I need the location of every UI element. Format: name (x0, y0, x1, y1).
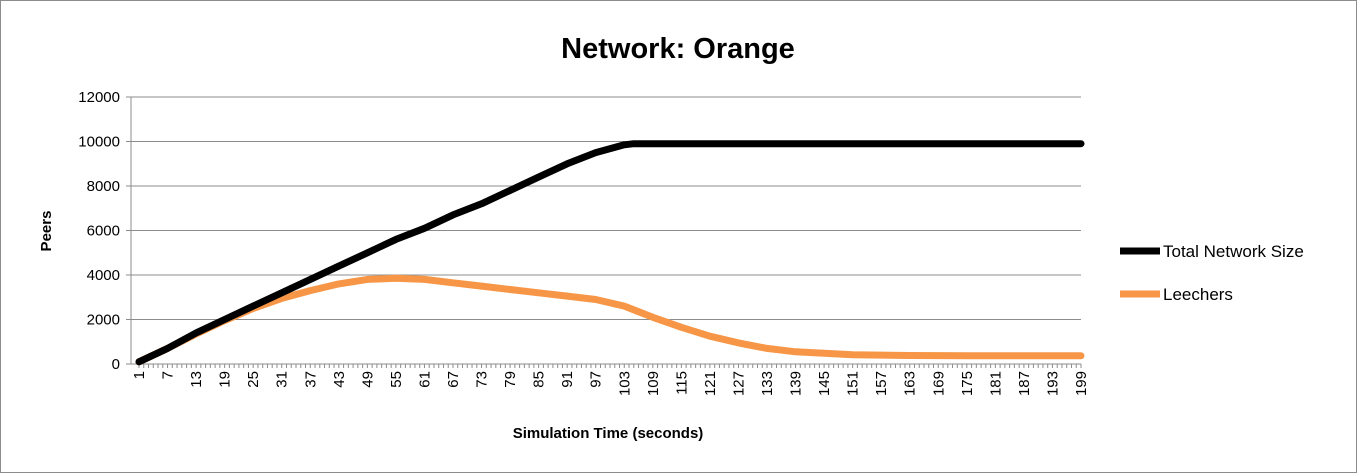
y-tick-label: 2000 (87, 312, 120, 329)
series-line-total-network-size (135, 140, 1085, 366)
x-tick-label: 157 (873, 371, 890, 396)
x-tick-label: 187 (1016, 371, 1033, 396)
y-tick-label: 12000 (78, 89, 120, 106)
x-tick-label: 79 (502, 371, 519, 388)
x-axis-label: Simulation Time (seconds) (513, 425, 704, 442)
x-tick-label: 55 (388, 371, 405, 388)
x-tick-label: 151 (845, 371, 862, 396)
x-tick-label: 73 (474, 371, 491, 388)
x-tick-label: 43 (331, 371, 348, 388)
gridlines (130, 96, 1081, 365)
x-tick-label: 145 (816, 371, 833, 396)
x-tick-label: 31 (274, 371, 291, 388)
x-tick-label: 115 (673, 371, 690, 395)
x-tick-label: 91 (559, 371, 576, 388)
x-tick-label: 199 (1073, 371, 1090, 396)
x-tick-label: 67 (445, 371, 462, 388)
x-tick-label: 85 (531, 371, 548, 388)
x-tick-label: 139 (788, 371, 805, 396)
x-tick-label: 61 (416, 371, 433, 388)
y-tick-label: 10000 (78, 134, 120, 151)
x-tick-label: 121 (702, 371, 719, 396)
x-tick-label: 1 (131, 371, 148, 379)
legend: Total Network Size Leechers (1120, 242, 1304, 304)
x-tick-label: 25 (245, 371, 262, 388)
y-tick-label: 0 (112, 356, 120, 373)
x-tick-label: 169 (930, 371, 947, 396)
x-tick-label: 175 (959, 371, 976, 396)
y-axis-ticks: 0 2000 4000 6000 8000 10000 12000 (78, 89, 131, 373)
y-tick-label: 8000 (87, 178, 120, 195)
x-tick-label: 49 (359, 371, 376, 388)
x-tick-label: 193 (1044, 371, 1061, 396)
x-tick-label: 181 (987, 371, 1004, 396)
x-tick-label: 127 (730, 371, 747, 396)
x-tick-label: 7 (160, 371, 177, 379)
y-axis-label: Peers (38, 211, 55, 252)
x-tick-label: 19 (217, 371, 234, 388)
series-line-leechers (135, 274, 1085, 366)
legend-label: Total Network Size (1163, 242, 1304, 261)
legend-label: Leechers (1163, 285, 1233, 304)
series-lines (135, 140, 1085, 366)
x-tick-label: 97 (588, 371, 605, 388)
x-tick-label: 103 (616, 371, 633, 396)
x-tick-label: 163 (902, 371, 919, 396)
y-tick-label: 6000 (87, 223, 120, 240)
y-tick-label: 4000 (87, 267, 120, 284)
x-axis-ticks: 1 7 13 19 25 31 37 43 49 55 61 67 73 79 85 91 97 103 109 11… (131, 364, 1090, 396)
chart-title: Network: Orange (561, 33, 795, 65)
x-tick-label: 13 (188, 371, 205, 388)
x-tick-label: 37 (302, 371, 319, 388)
x-tick-label: 133 (759, 371, 776, 396)
x-tick-label: 109 (645, 371, 662, 396)
